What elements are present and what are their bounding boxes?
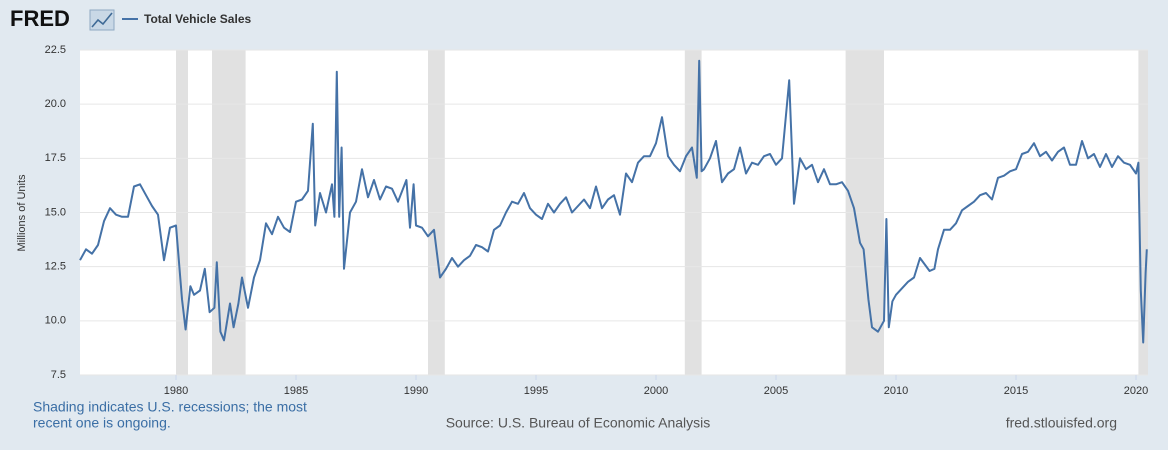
y-tick-label: 15.0 <box>45 206 66 218</box>
x-tick-label: 2020 <box>1124 385 1148 397</box>
y-tick-label: 10.0 <box>45 315 66 327</box>
note: recent one is ongoing. <box>33 415 171 431</box>
x-tick-label: 1995 <box>524 385 548 397</box>
note: Shading indicates U.S. recessions; the m… <box>33 399 307 415</box>
y-axis-label: Millions of Units <box>16 174 28 252</box>
x-tick-label: 2010 <box>884 385 908 397</box>
x-tick-label: 1985 <box>284 385 308 397</box>
y-tick-label: 7.5 <box>51 369 66 381</box>
y-tick-label: 17.5 <box>45 152 66 164</box>
x-tick-label: 1990 <box>404 385 428 397</box>
logo-icon <box>89 9 115 31</box>
legend-label: Total Vehicle Sales <box>144 12 251 26</box>
site-link: fred.stlouisfed.org <box>1006 415 1117 431</box>
x-tick-label: 1980 <box>164 385 188 397</box>
y-tick-label: 20.0 <box>45 98 66 110</box>
x-tick-label: 2005 <box>764 385 788 397</box>
y-tick-label: 12.5 <box>45 261 66 273</box>
y-tick-label: 22.5 <box>45 44 66 56</box>
source: Source: U.S. Bureau of Economic Analysis <box>446 415 711 431</box>
logo: FRED <box>10 6 70 31</box>
x-tick-label: 2000 <box>644 385 668 397</box>
x-tick-label: 2015 <box>1004 385 1028 397</box>
data-line <box>79 59 1148 344</box>
